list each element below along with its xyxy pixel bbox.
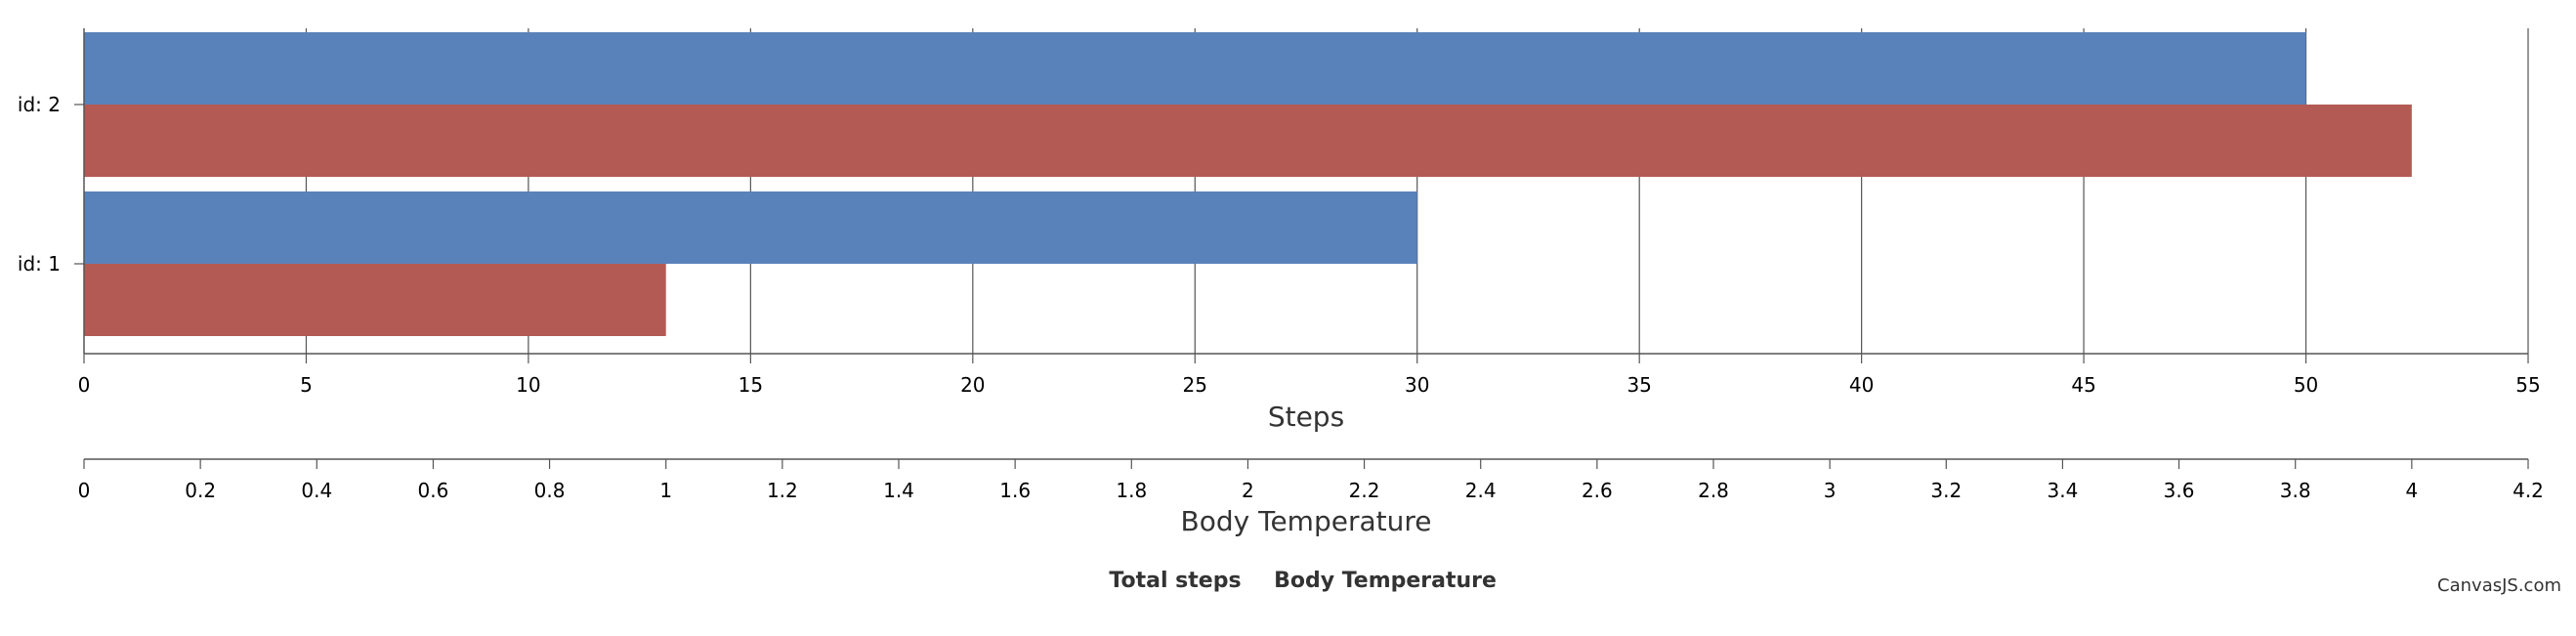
secondary-axis-tick-label: 2.8 <box>1698 479 1729 502</box>
primary-axis-tick-label: 10 <box>516 373 540 397</box>
secondary-axis-tick-label: 4.2 <box>2513 479 2544 502</box>
bar <box>84 191 1417 264</box>
primary-axis-tick-label: 0 <box>78 373 91 397</box>
secondary-axis-tick-label: 0.6 <box>418 479 449 502</box>
secondary-axis-tick-label: 1.2 <box>767 479 798 502</box>
secondary-axis-tick-label: 3 <box>1824 479 1837 502</box>
legend-item-body-temperature[interactable]: Body Temperature <box>1274 569 1497 593</box>
bar-layer <box>84 32 2412 336</box>
primary-axis-tick-label: 55 <box>2515 373 2540 397</box>
secondary-axis-tick-label: 2.6 <box>1582 479 1613 502</box>
primary-axis-tick-label: 20 <box>960 373 985 397</box>
secondary-axis-tick-label: 1 <box>659 479 672 502</box>
bar <box>84 264 666 336</box>
primary-axis-tick-label: 35 <box>1626 373 1651 397</box>
secondary-axis-tick-label: 1.4 <box>883 479 914 502</box>
category-axis-label: id: 2 <box>18 93 61 116</box>
secondary-axis-tick-label: 0.4 <box>301 479 332 502</box>
category-axis-label: id: 1 <box>18 252 61 276</box>
canvasjs-credit-link[interactable]: CanvasJS.com <box>2437 575 2561 596</box>
secondary-axis-tick-label: 3.8 <box>2280 479 2311 502</box>
primary-axis-tick-label: 45 <box>2071 373 2095 397</box>
primary-axis-tick-label: 25 <box>1183 373 1207 397</box>
secondary-axis-tick-label: 0.8 <box>534 479 566 502</box>
secondary-axis-title: Body Temperature <box>1181 505 1432 537</box>
secondary-axis-tick-label: 2.4 <box>1465 479 1497 502</box>
bar <box>84 32 2306 105</box>
secondary-axis-tick-label: 4 <box>2405 479 2418 502</box>
legend: Total steps Body Temperature <box>1109 569 1497 593</box>
primary-axis-tick-label: 40 <box>1849 373 1874 397</box>
secondary-axis-tick-label: 3.6 <box>2164 479 2195 502</box>
secondary-axis-tick-label: 3.4 <box>2048 479 2079 502</box>
bar <box>84 105 2412 177</box>
secondary-axis-tick-label: 1.6 <box>999 479 1031 502</box>
secondary-axis-tick-label: 0 <box>78 479 91 502</box>
secondary-axis-tick-label: 2 <box>1242 479 1254 502</box>
secondary-axis-tick-label: 2.2 <box>1349 479 1380 502</box>
primary-axis-tick-label: 15 <box>739 373 763 397</box>
primary-axis-tick-label: 5 <box>300 373 313 397</box>
secondary-axis-tick-label: 0.2 <box>185 479 216 502</box>
axis-layer: 0 5 10 15 20 25 30 35 40 45 50 55 id: 2 id: 1 0 0.2 0.4 0… <box>18 28 2544 502</box>
secondary-axis-tick-label: 1.8 <box>1116 479 1147 502</box>
primary-axis-title: Steps <box>1268 401 1344 433</box>
secondary-axis-tick-label: 3.2 <box>1930 479 1962 502</box>
primary-axis-tick-label: 50 <box>2294 373 2318 397</box>
primary-axis-tick-label: 30 <box>1405 373 1429 397</box>
legend-item-total-steps[interactable]: Total steps <box>1109 569 1241 593</box>
